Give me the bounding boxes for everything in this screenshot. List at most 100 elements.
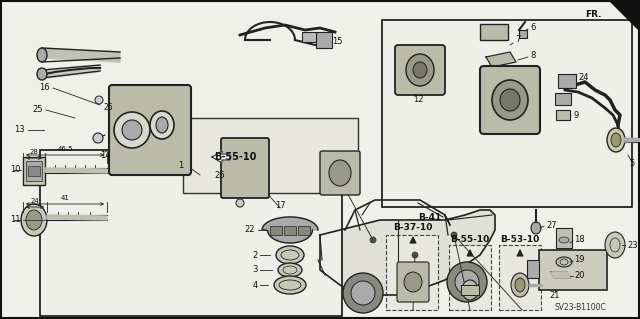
Bar (26, 161, 42, 181)
Ellipse shape (156, 117, 168, 133)
FancyBboxPatch shape (221, 138, 269, 198)
Bar (28, 166, 40, 176)
Bar (556, 110, 570, 120)
Text: SV23-B1100C: SV23-B1100C (554, 302, 606, 311)
Polygon shape (262, 217, 318, 243)
Bar (499, 245, 541, 310)
FancyBboxPatch shape (397, 262, 429, 302)
Ellipse shape (93, 133, 103, 143)
Bar (183, 118, 358, 193)
Text: 10: 10 (10, 166, 20, 174)
Ellipse shape (278, 263, 302, 277)
Text: 15: 15 (332, 38, 342, 47)
Ellipse shape (37, 48, 47, 62)
Ellipse shape (95, 96, 103, 104)
Polygon shape (320, 210, 495, 295)
Ellipse shape (122, 120, 142, 140)
Ellipse shape (150, 111, 174, 139)
Ellipse shape (447, 262, 487, 302)
Bar (519, 30, 527, 38)
Text: B-55-10: B-55-10 (214, 152, 256, 162)
FancyBboxPatch shape (320, 151, 360, 195)
Bar (270, 226, 282, 235)
Text: 17: 17 (275, 201, 285, 210)
Ellipse shape (323, 172, 337, 188)
Ellipse shape (611, 133, 621, 147)
FancyBboxPatch shape (480, 66, 540, 134)
Ellipse shape (404, 272, 422, 292)
Text: 9: 9 (574, 110, 579, 120)
Ellipse shape (531, 222, 541, 234)
Ellipse shape (114, 112, 150, 148)
Ellipse shape (370, 237, 376, 243)
Bar (302, 32, 316, 42)
Ellipse shape (462, 280, 478, 300)
Text: B-55-10: B-55-10 (451, 235, 490, 244)
Text: 8: 8 (530, 50, 536, 60)
Ellipse shape (276, 246, 304, 264)
Ellipse shape (412, 252, 418, 258)
Polygon shape (624, 138, 640, 142)
Ellipse shape (274, 276, 306, 294)
Text: 13: 13 (14, 125, 25, 135)
Text: 1: 1 (178, 160, 183, 169)
Text: 28: 28 (29, 149, 38, 155)
Text: 6: 6 (530, 23, 536, 32)
Text: 22: 22 (244, 226, 255, 234)
Text: 11: 11 (10, 216, 20, 225)
Polygon shape (212, 151, 230, 163)
Polygon shape (529, 284, 542, 286)
Text: 24: 24 (578, 73, 589, 83)
Ellipse shape (559, 237, 569, 243)
Ellipse shape (607, 128, 625, 152)
Bar (558, 74, 576, 88)
Text: FR.: FR. (586, 10, 602, 19)
Polygon shape (610, 1, 639, 30)
Text: 18: 18 (574, 235, 584, 244)
Text: 26: 26 (103, 103, 113, 113)
Text: 23: 23 (627, 241, 637, 249)
Text: B-37-10: B-37-10 (394, 222, 433, 232)
Text: B-53-10: B-53-10 (500, 235, 540, 244)
Text: 27: 27 (546, 220, 557, 229)
Ellipse shape (21, 204, 47, 236)
Ellipse shape (26, 210, 42, 230)
Ellipse shape (556, 257, 572, 267)
Bar (284, 226, 296, 235)
Polygon shape (42, 48, 120, 62)
Polygon shape (45, 168, 107, 173)
Ellipse shape (451, 232, 457, 238)
Text: 24: 24 (31, 198, 40, 204)
Text: 21: 21 (550, 291, 560, 300)
Ellipse shape (236, 199, 244, 207)
Text: 16: 16 (40, 84, 50, 93)
Ellipse shape (406, 54, 434, 86)
Text: 26: 26 (214, 170, 225, 180)
Text: 2: 2 (253, 250, 258, 259)
Ellipse shape (37, 68, 47, 80)
Ellipse shape (605, 232, 625, 258)
Text: 14: 14 (100, 151, 110, 160)
Bar (386, 235, 438, 310)
Bar (480, 24, 508, 40)
Text: 7: 7 (515, 35, 520, 44)
FancyBboxPatch shape (395, 45, 445, 95)
Text: 41: 41 (61, 195, 69, 201)
Polygon shape (551, 272, 570, 278)
Bar (555, 93, 571, 105)
Ellipse shape (511, 273, 529, 297)
FancyBboxPatch shape (109, 85, 191, 175)
Ellipse shape (492, 80, 528, 120)
Bar (382, 20, 632, 207)
Bar (316, 32, 332, 48)
Text: 3: 3 (253, 265, 258, 275)
Ellipse shape (413, 62, 427, 78)
Bar (40, 150, 342, 316)
Text: 5: 5 (630, 159, 635, 167)
Text: 46.5: 46.5 (57, 146, 73, 152)
Ellipse shape (351, 281, 375, 305)
Bar (539, 250, 607, 290)
Text: 25: 25 (33, 106, 43, 115)
Text: 19: 19 (574, 256, 584, 264)
Ellipse shape (329, 160, 351, 186)
